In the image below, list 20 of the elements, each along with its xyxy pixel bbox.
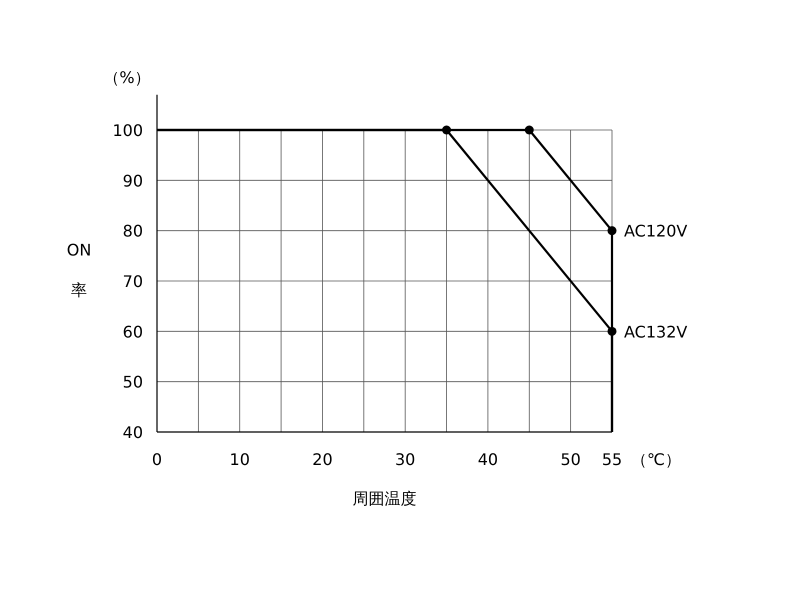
text: （%） [103, 68, 151, 87]
text: （℃） [631, 450, 681, 469]
y-tick-label: 50 [122, 372, 143, 392]
x-axis-title: 周囲温度 [352, 489, 416, 508]
series-label: AC132V [624, 322, 688, 342]
y-tick-label: 60 [122, 322, 143, 342]
y-tick-label: 80 [122, 222, 143, 241]
text: ON 率 [66, 240, 92, 300]
y-tick-label: 40 [122, 423, 143, 442]
series-label: AC120V [624, 222, 688, 241]
x-tick-label: 20 [312, 450, 333, 469]
x-tick-label: 30 [395, 450, 416, 469]
x-tick-label: 50 [560, 450, 581, 469]
x-tick-label: 0 [152, 450, 162, 469]
x-tick-label: 40 [478, 450, 498, 469]
y-tick-label: 90 [122, 171, 143, 190]
y-tick-label: 100 [112, 121, 143, 140]
x-tick-label: 55 [602, 450, 622, 469]
y-tick-label: 70 [122, 272, 143, 291]
x-tick-label: 10 [230, 450, 250, 469]
